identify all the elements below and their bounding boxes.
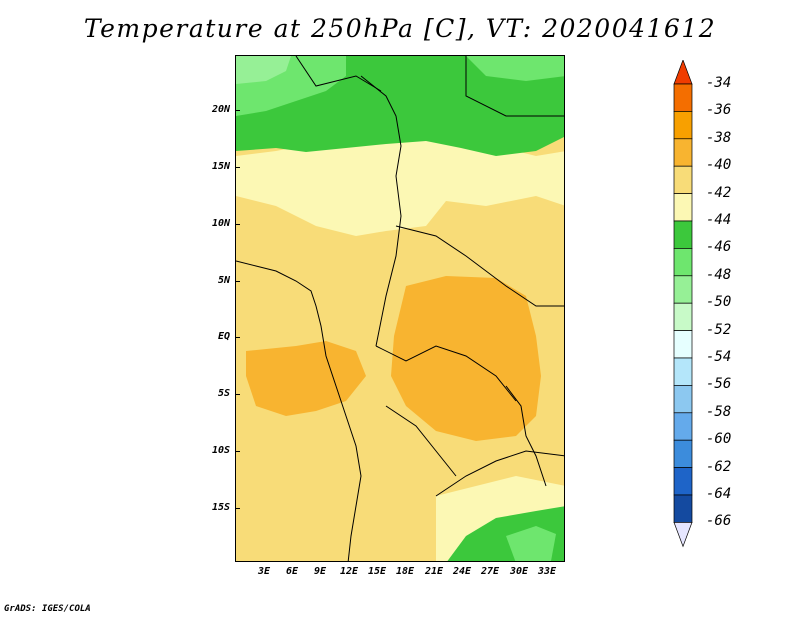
colorbar-box bbox=[673, 357, 693, 386]
lat-tick bbox=[235, 281, 240, 282]
contour-fill-38-40-west bbox=[246, 341, 366, 416]
lon-label-15e: 15E bbox=[367, 566, 387, 577]
lat-tick bbox=[235, 451, 240, 452]
colorbar-box bbox=[673, 275, 693, 304]
lat-label-10s: 10S bbox=[211, 445, 230, 456]
lat-tick bbox=[235, 508, 240, 509]
colorbar-box bbox=[673, 83, 693, 112]
colorbar-label: -52 bbox=[706, 321, 732, 338]
lat-tick bbox=[235, 167, 240, 168]
colorbar-label: -44 bbox=[706, 212, 732, 228]
colorbar-box bbox=[673, 494, 693, 523]
colorbar-box bbox=[673, 302, 693, 331]
lon-label-3e: 3E bbox=[257, 566, 271, 577]
lat-label-10n: 10N bbox=[211, 218, 230, 229]
lon-label-6e: 6E bbox=[285, 566, 299, 577]
lat-label-eq: EQ bbox=[217, 331, 230, 342]
lon-label-12e: 12E bbox=[339, 566, 359, 577]
lon-label-18e: 18E bbox=[395, 566, 415, 577]
chart-title: Temperature at 250hPa [C], VT: 202004161… bbox=[83, 14, 717, 43]
colorbar-boxes bbox=[673, 60, 693, 548]
colorbar-bottom-triangle bbox=[673, 522, 693, 548]
contour-fill-42-44 bbox=[236, 134, 564, 236]
map-canvas bbox=[236, 56, 564, 561]
colorbar-label: -58 bbox=[706, 403, 732, 420]
lat-label-20n: 20N bbox=[211, 104, 230, 115]
lat-tick bbox=[235, 110, 240, 111]
colorbar bbox=[673, 60, 693, 548]
colorbar-box bbox=[673, 248, 693, 277]
contour-fill-38-40 bbox=[391, 276, 541, 441]
colorbar-label: -50 bbox=[706, 294, 732, 311]
colorbar-label: -62 bbox=[706, 458, 732, 475]
country-borders bbox=[236, 56, 564, 561]
colorbar-label: -54 bbox=[706, 349, 732, 365]
colorbar-box bbox=[673, 165, 693, 194]
contour-fill-46-48-south bbox=[506, 526, 556, 561]
lat-tick bbox=[235, 337, 240, 338]
colorbar-box bbox=[673, 220, 693, 249]
colorbar-label: -64 bbox=[706, 486, 732, 502]
colorbar-label: -60 bbox=[706, 431, 732, 448]
lon-label-27e: 27E bbox=[480, 566, 500, 577]
lon-label-30e: 30E bbox=[509, 566, 529, 577]
colorbar-box bbox=[673, 330, 693, 359]
colorbar-label: -42 bbox=[706, 184, 732, 201]
lon-label-24e: 24E bbox=[452, 566, 472, 577]
lat-tick bbox=[235, 394, 240, 395]
lat-tick bbox=[235, 224, 240, 225]
colorbar-label: -38 bbox=[706, 129, 732, 146]
colorbar-box bbox=[673, 412, 693, 441]
colorbar-top-triangle bbox=[673, 60, 693, 85]
lon-label-9e: 9E bbox=[313, 566, 327, 577]
colorbar-label: -48 bbox=[706, 266, 732, 283]
temperature-map bbox=[235, 55, 565, 562]
colorbar-label: -40 bbox=[706, 157, 732, 174]
colorbar-box bbox=[673, 467, 693, 496]
lat-label-15s: 15S bbox=[211, 502, 230, 513]
footer-credit: GrADS: IGES/COLA bbox=[4, 604, 91, 614]
colorbar-box bbox=[673, 439, 693, 468]
lon-label-33e: 33E bbox=[537, 566, 557, 577]
colorbar-label: -34 bbox=[706, 75, 732, 91]
lat-label-15n: 15N bbox=[211, 161, 230, 172]
colorbar-box bbox=[673, 111, 693, 140]
lat-label-5n: 5N bbox=[217, 275, 230, 286]
colorbar-box bbox=[673, 138, 693, 167]
contour-fill-46-48-b bbox=[466, 56, 564, 81]
contour-fill-48-50 bbox=[236, 56, 291, 84]
colorbar-box bbox=[673, 193, 693, 222]
lon-label-21e: 21E bbox=[424, 566, 444, 577]
lat-label-5s: 5S bbox=[217, 388, 230, 399]
colorbar-label: -66 bbox=[706, 513, 732, 530]
colorbar-label: -36 bbox=[706, 102, 732, 119]
colorbar-label: -46 bbox=[706, 239, 732, 256]
colorbar-box bbox=[673, 385, 693, 414]
colorbar-label: -56 bbox=[706, 376, 732, 393]
